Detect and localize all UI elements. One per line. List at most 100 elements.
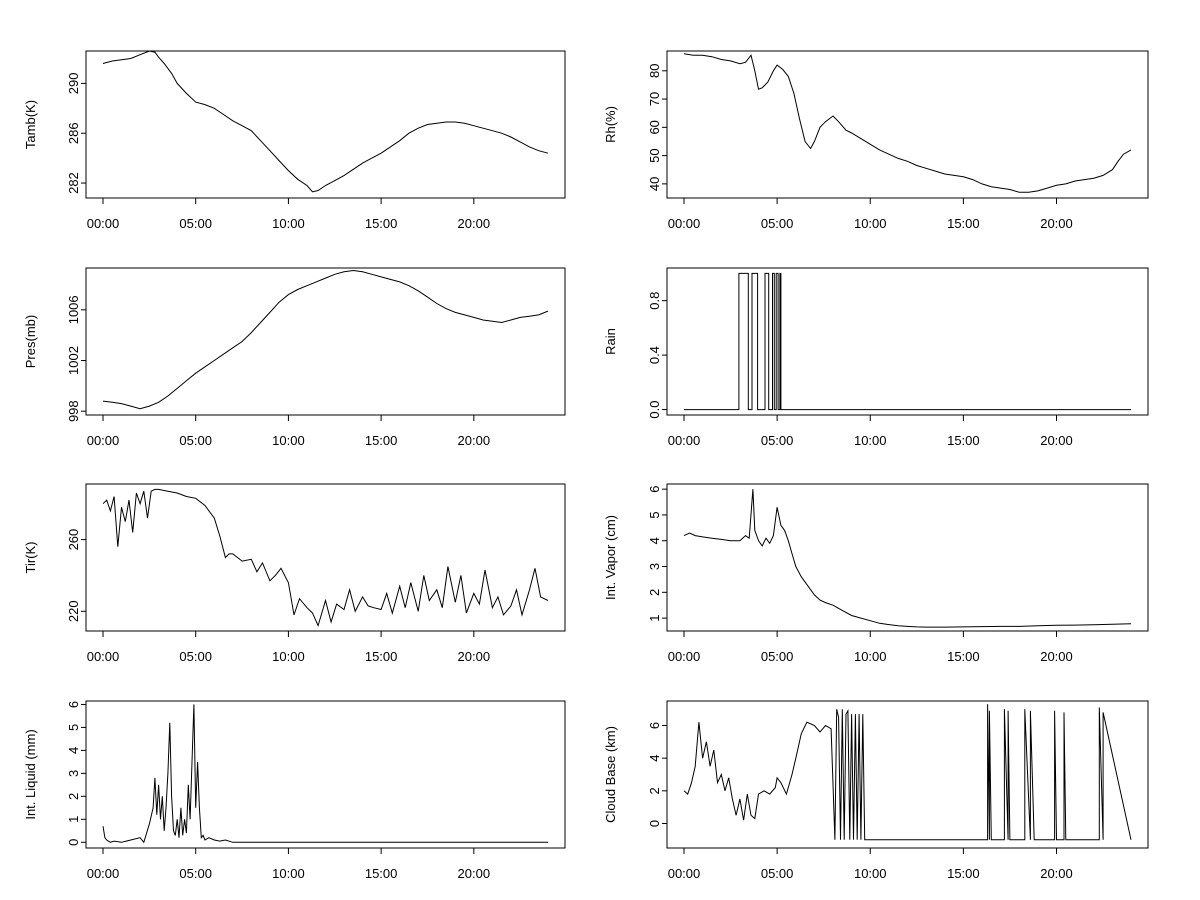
- x-tick-label: 00:00: [668, 649, 701, 664]
- x-tick-label: 10:00: [272, 433, 305, 448]
- x-tick-label: 00:00: [87, 216, 120, 231]
- x-tick-label: 05:00: [179, 433, 212, 448]
- x-tick-label: 00:00: [87, 649, 120, 664]
- x-tick-label: 10:00: [854, 866, 887, 881]
- tick-marks: [81, 82, 475, 204]
- series-line: [684, 272, 1131, 411]
- x-tick-label: 10:00: [854, 649, 887, 664]
- y-axis-label: Cloud Base (km): [603, 726, 618, 823]
- y-tick-label: 0.0: [647, 401, 662, 419]
- series-line: [102, 704, 548, 844]
- y-tick-label: 2: [647, 787, 662, 794]
- panel-cloudbase: Cloud Base (km) 0 2 4 6 00:00 05:00 10:0…: [603, 700, 1149, 881]
- y-tick-label: 6: [647, 486, 662, 493]
- x-ticks: 00:00 05:00 10:00 15:00 20:00: [87, 649, 490, 664]
- x-tick-label: 10:00: [272, 649, 305, 664]
- panel-vapor: Int. Vapor (cm) 1 2 3 4 5 6 00:00 05:00 …: [603, 483, 1149, 664]
- y-ticks: 0 1 2 3 4 5 6: [66, 701, 81, 846]
- x-tick-label: 20:00: [458, 216, 491, 231]
- x-tick-label: 20:00: [1040, 433, 1073, 448]
- x-tick-label: 20:00: [458, 433, 491, 448]
- x-tick-label: 00:00: [87, 866, 120, 881]
- x-ticks: 00:00 05:00 10:00 15:00 20:00: [668, 216, 1073, 231]
- panel-rain: Rain 0.0 0.4 0.8 00:00 05:00 10:00 15:00…: [603, 267, 1149, 448]
- y-axis-label: Int. Vapor (cm): [603, 515, 618, 600]
- x-tick-label: 00:00: [87, 433, 120, 448]
- y-tick-label: 290: [66, 73, 81, 95]
- plot-frame: [85, 50, 566, 199]
- plot-frame: [85, 483, 566, 632]
- panel-tir: Tir(K) 220 260 00:00 05:00 10:00 15:00 2…: [23, 483, 566, 664]
- x-tick-label: 15:00: [947, 216, 980, 231]
- y-tick-label: 6: [66, 701, 81, 708]
- y-tick-label: 4: [647, 537, 662, 544]
- x-tick-label: 05:00: [179, 649, 212, 664]
- x-tick-label: 00:00: [668, 433, 701, 448]
- y-tick-label: 1: [647, 614, 662, 621]
- x-ticks: 00:00 05:00 10:00 15:00 20:00: [87, 433, 490, 448]
- y-tick-label: 70: [647, 92, 662, 106]
- plot-frame: [666, 700, 1149, 849]
- y-ticks: 0.0 0.4 0.8: [647, 292, 662, 419]
- panel-liquid: Int. Liquid (mm) 0 1 2 3 4 5 6 00:00 05:…: [23, 700, 566, 881]
- y-tick-label: 0: [66, 839, 81, 846]
- y-tick-label: 1006: [66, 295, 81, 324]
- series-line: [683, 53, 1132, 193]
- y-tick-label: 3: [66, 770, 81, 777]
- x-tick-label: 15:00: [365, 216, 398, 231]
- tick-marks: [662, 488, 1057, 637]
- y-tick-label: 260: [66, 529, 81, 551]
- plot-frame: [85, 700, 566, 849]
- y-tick-label: 6: [647, 722, 662, 729]
- y-axis-label: Rain: [603, 328, 618, 355]
- x-tick-label: 15:00: [365, 866, 398, 881]
- plot-frame: [666, 267, 1149, 416]
- series-line: [102, 488, 549, 628]
- y-tick-label: 282: [66, 172, 81, 194]
- y-tick-label: 60: [647, 120, 662, 134]
- x-ticks: 00:00 05:00 10:00 15:00 20:00: [668, 433, 1073, 448]
- y-tick-label: 5: [66, 724, 81, 731]
- x-tick-label: 15:00: [947, 649, 980, 664]
- x-ticks: 00:00 05:00 10:00 15:00 20:00: [87, 216, 490, 231]
- tick-marks: [81, 703, 475, 854]
- plot-frame: [666, 50, 1149, 199]
- series-line: [683, 704, 1132, 841]
- x-tick-label: 10:00: [272, 866, 305, 881]
- y-tick-label: 80: [647, 64, 662, 78]
- x-tick-label: 05:00: [179, 216, 212, 231]
- plot-frame: [666, 483, 1149, 632]
- y-tick-label: 1002: [66, 346, 81, 375]
- y-ticks: 0 2 4 6: [647, 722, 662, 827]
- x-tick-label: 20:00: [1040, 649, 1073, 664]
- x-tick-label: 15:00: [365, 649, 398, 664]
- y-tick-label: 50: [647, 148, 662, 162]
- y-tick-label: 0.8: [647, 292, 662, 310]
- x-tick-label: 20:00: [458, 866, 491, 881]
- x-tick-label: 05:00: [761, 433, 794, 448]
- x-tick-label: 05:00: [761, 649, 794, 664]
- x-tick-label: 20:00: [458, 649, 491, 664]
- y-axis-label: Tir(K): [23, 541, 38, 573]
- y-tick-label: 0.4: [647, 346, 662, 364]
- x-tick-label: 15:00: [947, 866, 980, 881]
- x-ticks: 00:00 05:00 10:00 15:00 20:00: [668, 649, 1073, 664]
- y-tick-label: 4: [66, 747, 81, 754]
- series-line: [683, 489, 1132, 628]
- y-tick-label: 2: [66, 793, 81, 800]
- x-tick-label: 05:00: [179, 866, 212, 881]
- x-tick-label: 05:00: [761, 216, 794, 231]
- y-tick-label: 998: [66, 400, 81, 422]
- y-ticks: 282 286 290: [66, 73, 81, 194]
- series-line: [102, 50, 549, 193]
- x-tick-label: 15:00: [947, 433, 980, 448]
- x-tick-label: 20:00: [1040, 866, 1073, 881]
- x-tick-label: 00:00: [668, 866, 701, 881]
- panel-rh: Rh(%) 40 50 60 70 80 00:00 05:00 10:00 1…: [603, 50, 1149, 231]
- x-tick-label: 10:00: [854, 216, 887, 231]
- y-axis-label: Int. Liquid (mm): [23, 729, 38, 819]
- x-tick-label: 10:00: [854, 433, 887, 448]
- x-tick-label: 15:00: [365, 433, 398, 448]
- x-tick-label: 10:00: [272, 216, 305, 231]
- x-tick-label: 05:00: [761, 866, 794, 881]
